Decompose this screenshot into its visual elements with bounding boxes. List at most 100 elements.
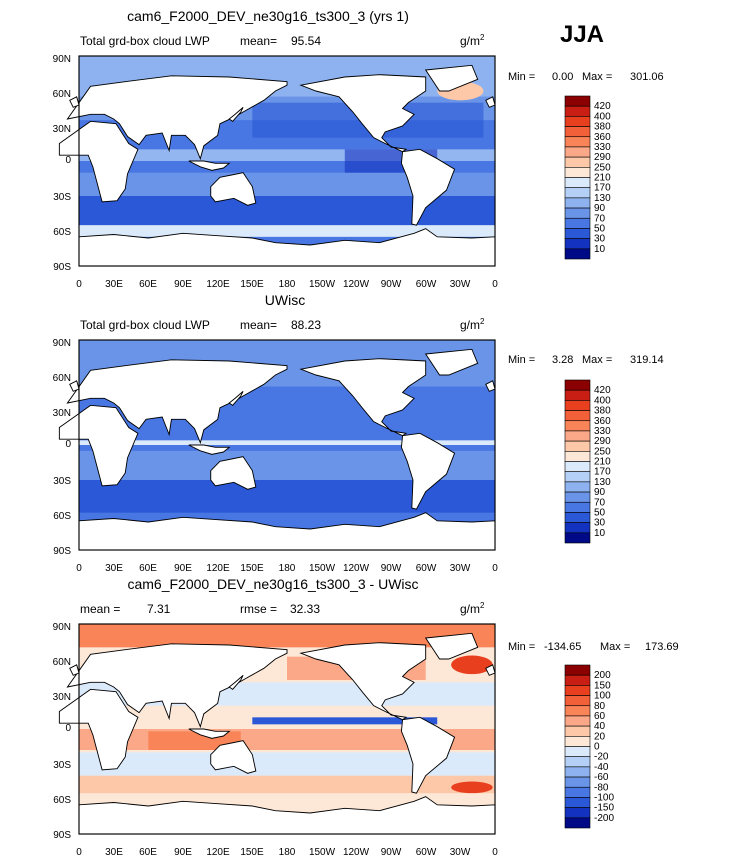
cb2-swatch-15 xyxy=(564,532,591,544)
cb1-label-8: 170 xyxy=(594,183,611,194)
cb1-swatch-1 xyxy=(564,105,591,117)
cb2-label-14: 10 xyxy=(594,528,606,539)
p3-lat-60s: 60S xyxy=(53,795,71,806)
p3-lon-90w: 90W xyxy=(381,847,402,858)
panel1-units: g/m2 xyxy=(460,33,485,48)
cb2-swatch-4 xyxy=(564,420,591,432)
cb3-swatch-8 xyxy=(564,746,591,757)
panel1-mean-value: 95.54 xyxy=(291,34,321,48)
panel2-min-label: Min = xyxy=(508,354,535,366)
p2-lon-150e: 150E xyxy=(240,563,264,574)
cb3-swatch-5 xyxy=(564,715,591,727)
cb3-label-10: -60 xyxy=(594,772,609,783)
panel2-min-value: 3.28 xyxy=(552,354,573,366)
panel3-colorbar: 200150100806040200-20-40-60-80-100-150-2… xyxy=(564,664,614,829)
cb3-label-14: -200 xyxy=(594,813,614,824)
cb2-swatch-11 xyxy=(564,491,591,503)
cb2-swatch-14 xyxy=(564,522,591,534)
cb3-swatch-10 xyxy=(564,766,591,778)
p1-lat-60s: 60S xyxy=(53,227,71,238)
p2-lon-90e: 90E xyxy=(174,563,192,574)
cb1-swatch-5 xyxy=(564,146,591,158)
cb2-label-7: 210 xyxy=(594,457,611,468)
cb1-swatch-0 xyxy=(564,95,591,107)
cb3-swatch-1 xyxy=(564,674,591,686)
p1-lon-0-end: 0 xyxy=(492,279,498,290)
panel2-units: g/m2 xyxy=(460,317,485,332)
cb2-swatch-0 xyxy=(564,379,591,391)
p1-lon-30w: 30W xyxy=(450,279,471,290)
p1-lon-150w: 150W xyxy=(309,279,336,290)
cb1-swatch-9 xyxy=(564,187,591,199)
cb1-swatch-10 xyxy=(564,197,591,209)
cb1-label-3: 360 xyxy=(594,132,611,143)
p3-lon-150e: 150E xyxy=(240,847,264,858)
p1-lon-90w: 90W xyxy=(381,279,402,290)
cb3-swatch-0 xyxy=(564,664,591,676)
panel3-mean-value: 7.31 xyxy=(147,602,171,616)
panel1-mean-label: mean= xyxy=(240,34,277,48)
cb1-label-9: 130 xyxy=(594,193,611,204)
cb2-label-6: 250 xyxy=(594,446,611,457)
cb3-label-3: 80 xyxy=(594,701,606,712)
p1-lon-30e: 30E xyxy=(105,279,123,290)
p1-lon-120w: 120W xyxy=(343,279,370,290)
panel-2: UWisc Total grd-box cloud LWP mean= 88.2… xyxy=(53,292,664,574)
p2-lon-180: 180 xyxy=(279,563,296,574)
cb3-swatch-6 xyxy=(564,725,591,737)
cb1-label-11: 70 xyxy=(594,213,606,224)
p3-lon-150w: 150W xyxy=(309,847,336,858)
panel-1: Total grd-box cloud LWP mean= 95.54 g/m2… xyxy=(53,33,664,290)
p3-lat-0: 0 xyxy=(65,723,71,734)
cb2-label-0: 420 xyxy=(594,385,611,396)
p1-lat-60n: 60N xyxy=(53,89,71,100)
cb3-label-5: 40 xyxy=(594,721,606,732)
cb2-swatch-6 xyxy=(564,440,591,452)
panel1-max-label: Max = xyxy=(582,71,612,83)
cb1-label-1: 400 xyxy=(594,111,611,122)
p2-lon-120e: 120E xyxy=(206,563,230,574)
cb3-label-6: 20 xyxy=(594,731,606,742)
cb2-swatch-3 xyxy=(564,410,591,422)
cb1-swatch-4 xyxy=(564,136,591,148)
p2-lon-0-end: 0 xyxy=(492,563,498,574)
p2-lon-120w: 120W xyxy=(343,563,370,574)
panel3-max-value: 173.69 xyxy=(645,641,679,653)
p2-lat-0: 0 xyxy=(65,439,71,450)
cb1-swatch-14 xyxy=(564,238,591,250)
cb1-swatch-12 xyxy=(564,217,591,229)
panel2-title: UWisc xyxy=(265,292,305,308)
panel1-min-label: Min = xyxy=(508,71,535,83)
cb1-swatch-6 xyxy=(564,156,591,168)
cb1-swatch-15 xyxy=(564,248,591,260)
panel2-mean-value: 88.23 xyxy=(291,318,321,332)
p1-lat-30s: 30S xyxy=(53,192,71,203)
p1-lon-60w: 60W xyxy=(416,279,437,290)
p1-lat-30n: 30N xyxy=(53,124,71,135)
p3-lon-0-end: 0 xyxy=(492,847,498,858)
cb1-label-10: 90 xyxy=(594,203,606,214)
p2-lon-30w: 30W xyxy=(450,563,471,574)
cb1-label-14: 10 xyxy=(594,244,606,255)
cb2-label-1: 400 xyxy=(594,395,611,406)
season-label: JJA xyxy=(560,21,604,48)
cb1-label-7: 210 xyxy=(594,173,611,184)
panel1-title: cam6_F2000_DEV_ne30g16_ts300_3 (yrs 1) xyxy=(127,8,409,24)
cb2-swatch-5 xyxy=(564,430,591,442)
panel-3: cam6_F2000_DEV_ne30g16_ts300_3 - UWisc m… xyxy=(53,576,679,858)
cb3-label-11: -80 xyxy=(594,782,609,793)
cb1-label-6: 250 xyxy=(594,162,611,173)
cb2-label-4: 330 xyxy=(594,426,611,437)
panel3-units: g/m2 xyxy=(460,601,485,616)
panel3-rmse-value: 32.33 xyxy=(290,602,320,616)
p3-lat-30s: 30S xyxy=(53,760,71,771)
cb2-swatch-8 xyxy=(564,461,591,472)
cb3-label-4: 60 xyxy=(594,711,606,722)
panel3-map xyxy=(58,623,496,835)
cb1-swatch-2 xyxy=(564,116,591,127)
panel3-mean-label: mean = xyxy=(80,602,120,616)
cb3-swatch-13 xyxy=(564,797,591,808)
panel3-title: cam6_F2000_DEV_ne30g16_ts300_3 - UWisc xyxy=(127,576,418,592)
cb2-swatch-10 xyxy=(564,481,591,493)
